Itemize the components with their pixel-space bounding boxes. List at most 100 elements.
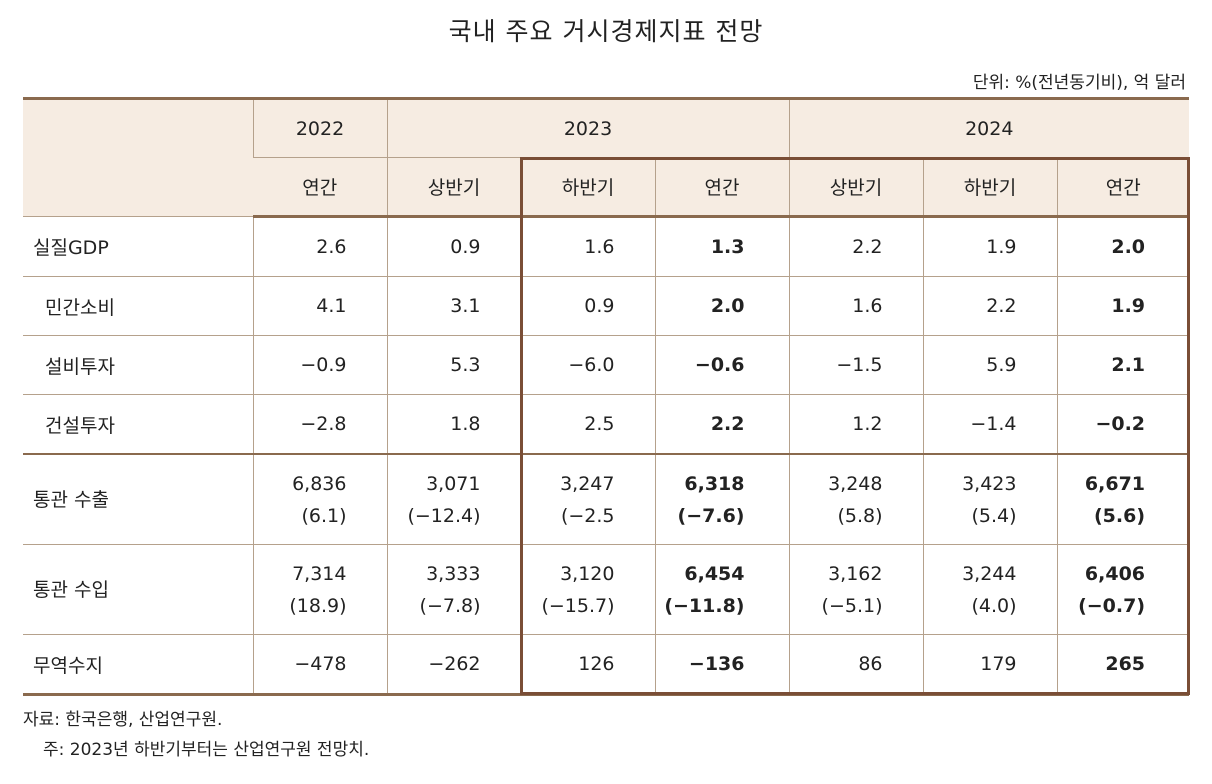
cell-value: 6,671 xyxy=(1084,472,1146,495)
cell-value: 3,120 xyxy=(560,562,615,585)
cell-growth: (−7.8) xyxy=(419,594,481,617)
table-cell: 5.3 xyxy=(386,335,521,395)
table-cell: −6.0 xyxy=(520,335,655,395)
cell-growth: (6.1) xyxy=(301,504,347,527)
period-2023-annual: 연간 xyxy=(654,157,789,218)
table-cell: 3,248 (5.8) xyxy=(788,453,923,545)
row-label: 건설투자 xyxy=(23,394,253,454)
table-row: 실질GDP 2.6 0.9 1.6 1.3 2.2 1.9 2.0 xyxy=(23,216,1190,277)
table-row: 건설투자 −2.8 1.8 2.5 2.2 1.2 −1.4 −0.2 xyxy=(23,394,1190,454)
row-label: 통관 수입 xyxy=(23,544,253,635)
table-cell: 179 xyxy=(922,634,1057,695)
table-cell: 265 xyxy=(1056,634,1190,695)
table-row: 무역수지 −478 −262 126 −136 86 179 265 xyxy=(23,634,1190,695)
table-cell: 2.2 xyxy=(788,216,923,277)
table-cell: 1.3 xyxy=(654,216,789,277)
table-cell: 2.0 xyxy=(1056,216,1190,277)
cell-growth: (−15.7) xyxy=(541,594,615,617)
source-note: 자료: 한국은행, 산업연구원. xyxy=(23,710,223,730)
table-cell: 1.9 xyxy=(1056,276,1190,336)
cell-value: 6,454 xyxy=(684,562,745,585)
forecast-note: 주: 2023년 하반기부터는 산업연구원 전망치. xyxy=(43,740,370,760)
table-cell: −262 xyxy=(386,634,521,695)
table-cell: 1.6 xyxy=(520,216,655,277)
table-cell: 3,244 (4.0) xyxy=(922,544,1057,635)
cell-growth: (4.0) xyxy=(971,594,1017,617)
table-cell: 3,120 (−15.7) xyxy=(520,544,655,635)
table-cell: 5.9 xyxy=(922,335,1057,395)
unit-label: 단위: %(전년동기비), 억 달러 xyxy=(972,73,1186,93)
header-corner xyxy=(23,98,253,217)
cell-value: 3,247 xyxy=(560,472,615,495)
row-label: 설비투자 xyxy=(23,335,253,395)
cell-growth: (−0.7) xyxy=(1078,594,1146,617)
table-row: 설비투자 −0.9 5.3 −6.0 −0.6 −1.5 5.9 2.1 xyxy=(23,335,1190,395)
table-row: 통관 수입 7,314 (18.9) 3,333 (−7.8) 3,120 (−15.… xyxy=(23,544,1190,635)
period-2022-annual: 연간 xyxy=(253,157,387,218)
table-cell: 6,318 (−7.6) xyxy=(654,453,789,545)
table-cell: 2.2 xyxy=(654,394,789,454)
period-2023-h2: 하반기 xyxy=(520,157,655,218)
table-cell: 0.9 xyxy=(386,216,521,277)
cell-growth: (−5.1) xyxy=(821,594,883,617)
row-label: 민간소비 xyxy=(23,276,253,336)
indicator-table: 2022 2023 2024 연간 상반기 하반기 연간 상반기 하반기 연간 … xyxy=(23,97,1190,696)
table-cell: 3,423 (5.4) xyxy=(922,453,1057,545)
cell-growth: (18.9) xyxy=(289,594,347,617)
table-cell: −478 xyxy=(252,634,387,695)
row-label: 무역수지 xyxy=(23,634,253,695)
cell-value: 7,314 xyxy=(292,562,347,585)
table-cell: −1.4 xyxy=(922,394,1057,454)
table-cell: 1.9 xyxy=(922,216,1057,277)
table-cell: 2.1 xyxy=(1056,335,1190,395)
table-cell: 3,071 (−12.4) xyxy=(386,453,521,545)
footnotes: 자료: 한국은행, 산업연구원. 주: 2023년 하반기부터는 산업연구원 전… xyxy=(23,705,369,765)
cell-growth: (5.4) xyxy=(971,504,1017,527)
row-label: 통관 수출 xyxy=(23,453,253,545)
table-cell: 1.8 xyxy=(386,394,521,454)
cell-value: 6,406 xyxy=(1084,562,1146,585)
table-cell: 3.1 xyxy=(386,276,521,336)
cell-growth: (−2.5 xyxy=(560,504,615,527)
period-2024-h2: 하반기 xyxy=(922,157,1057,218)
period-2023-h1: 상반기 xyxy=(386,157,521,218)
cell-value: 3,423 xyxy=(962,472,1017,495)
cell-growth: (−7.6) xyxy=(677,504,745,527)
table-cell: −1.5 xyxy=(788,335,923,395)
table-cell: 7,314 (18.9) xyxy=(252,544,387,635)
table-cell: 1.6 xyxy=(788,276,923,336)
table-cell: 1.2 xyxy=(788,394,923,454)
table-cell: 2.5 xyxy=(520,394,655,454)
table-cell: 6,454 (−11.8) xyxy=(654,544,789,635)
year-2022: 2022 xyxy=(252,98,387,158)
table-cell: 2.6 xyxy=(252,216,387,277)
table-cell: 3,162 (−5.1) xyxy=(788,544,923,635)
table-cell: −2.8 xyxy=(252,394,387,454)
cell-growth: (5.6) xyxy=(1093,504,1146,527)
cell-growth: (−11.8) xyxy=(664,594,745,617)
table-cell: 6,406 (−0.7) xyxy=(1056,544,1190,635)
table-cell: −0.6 xyxy=(654,335,789,395)
cell-value: 3,162 xyxy=(828,562,883,585)
cell-value: 3,071 xyxy=(426,472,481,495)
table-cell: 2.2 xyxy=(922,276,1057,336)
cell-value: 3,244 xyxy=(962,562,1017,585)
cell-value: 3,333 xyxy=(426,562,481,585)
table-cell: 6,836 (6.1) xyxy=(252,453,387,545)
table-cell: 4.1 xyxy=(252,276,387,336)
cell-growth: (5.8) xyxy=(837,504,883,527)
table-cell: −0.2 xyxy=(1056,394,1190,454)
table-cell: 0.9 xyxy=(520,276,655,336)
table-cell: 2.0 xyxy=(654,276,789,336)
cell-value: 6,318 xyxy=(684,472,745,495)
row-label: 실질GDP xyxy=(23,216,253,277)
year-2024: 2024 xyxy=(788,98,1190,158)
table-cell: 6,671 (5.6) xyxy=(1056,453,1190,545)
cell-value: 3,248 xyxy=(828,472,883,495)
page-title: 국내 주요 거시경제지표 전망 xyxy=(448,17,764,46)
period-2024-h1: 상반기 xyxy=(788,157,923,218)
cell-value: 6,836 xyxy=(292,472,347,495)
table-cell: 86 xyxy=(788,634,923,695)
table-cell: −0.9 xyxy=(252,335,387,395)
period-2024-annual: 연간 xyxy=(1056,157,1190,218)
